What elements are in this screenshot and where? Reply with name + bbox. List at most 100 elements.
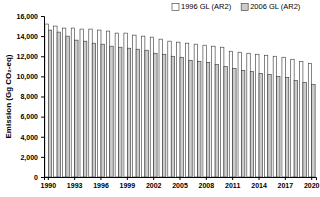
x-tick: 1996 [93, 177, 109, 189]
chart: 02,0004,0006,0008,00010,00012,00014,0001… [0, 0, 320, 197]
bar [171, 56, 174, 177]
y-tick-label: 14,000 [17, 33, 39, 41]
x-tick-mark [180, 177, 181, 180]
plot: 02,0004,0006,0008,00010,00012,00014,0001… [17, 13, 320, 189]
bar [180, 57, 183, 177]
bar [106, 31, 109, 177]
bar [259, 73, 262, 177]
x-axis: 1990 1993 1996 1999 2002 2005 2008 2011 2014 2017… [41, 177, 320, 189]
bars [45, 24, 315, 177]
x-tick: 1990 [41, 177, 57, 189]
bar [268, 74, 271, 177]
x-tick: 1999 [120, 177, 136, 189]
y-tick: 14,000 [17, 33, 44, 41]
bar [308, 63, 311, 177]
bar [194, 44, 197, 177]
bar [198, 61, 201, 177]
bar [127, 48, 130, 177]
y-tick-label: 8,000 [20, 93, 38, 101]
legend-label: 2006 GL (AR2) [250, 2, 301, 11]
x-tick: 2008 [199, 177, 215, 189]
x-tick-label: 1993 [67, 182, 83, 189]
bar [277, 76, 280, 177]
bar [264, 55, 267, 177]
bar [101, 44, 104, 177]
x-tick-label: 2014 [251, 182, 267, 189]
bar [119, 47, 122, 177]
bar [282, 57, 285, 177]
x-tick: 1993 [67, 177, 83, 189]
x-tick-label: 2002 [146, 182, 162, 189]
x-tick-mark [311, 177, 312, 180]
bar [98, 30, 101, 177]
legend-item: 2006 GL (AR2) [241, 2, 301, 11]
x-tick: 2011 [225, 177, 240, 189]
y-tick: 4,000 [20, 133, 44, 141]
bar [159, 39, 162, 177]
bar [215, 64, 218, 177]
y-tick-label: 16,000 [17, 13, 39, 21]
bar [110, 46, 113, 177]
x-tick-mark [259, 177, 260, 180]
x-tick-mark [127, 177, 128, 180]
bar [189, 60, 192, 177]
bar [294, 80, 297, 177]
bar [48, 30, 51, 177]
bar [312, 84, 315, 177]
bar [83, 41, 86, 177]
bar [162, 54, 165, 177]
y-tick-mark [41, 76, 44, 77]
y-tick: 0 [34, 174, 44, 181]
y-tick: 8,000 [20, 93, 44, 101]
series [48, 30, 315, 177]
x-tick-mark [153, 177, 154, 180]
bar [75, 40, 78, 177]
x-tick-label: 1999 [120, 182, 136, 189]
bar [285, 77, 288, 177]
bar [45, 24, 48, 177]
y-tick-mark [41, 157, 44, 158]
bar [80, 29, 83, 177]
bar [66, 36, 69, 177]
y-tick-label: 0 [34, 174, 38, 181]
y-axis-line [41, 17, 45, 178]
x-tick-mark [74, 177, 75, 180]
x-tick: 2002 [146, 177, 162, 189]
x-tick: 2005 [172, 177, 188, 189]
bar [206, 62, 209, 177]
bar [233, 68, 236, 177]
bar [247, 53, 250, 177]
y-tick-mark [41, 16, 44, 17]
x-tick-mark [206, 177, 207, 180]
y-tick-mark [41, 117, 44, 118]
bar [150, 37, 153, 177]
bar [273, 56, 276, 177]
series [45, 24, 312, 177]
y-tick: 10,000 [17, 73, 44, 81]
y-axis: 02,0004,0006,0008,00010,00012,00014,0001… [17, 13, 45, 181]
legend-item: 1996 GL (AR2) [172, 2, 232, 11]
bar [71, 28, 74, 177]
bar [303, 82, 306, 177]
x-tick: 2017 [278, 177, 294, 189]
bar [141, 36, 144, 177]
bar [145, 50, 148, 177]
x-tick-label: 2008 [199, 182, 215, 189]
bar [54, 26, 57, 177]
y-tick: 16,000 [17, 13, 44, 21]
y-tick-label: 10,000 [17, 73, 39, 81]
bar [224, 66, 227, 177]
x-tick-label: 2005 [172, 182, 188, 189]
bar [115, 33, 118, 177]
bar [185, 43, 188, 177]
bar [299, 61, 302, 177]
y-tick-mark [41, 36, 44, 37]
bar [168, 41, 171, 177]
legend-label: 1996 GL (AR2) [181, 2, 232, 11]
y-tick-mark [41, 137, 44, 138]
bar [133, 35, 136, 177]
bar [89, 29, 92, 177]
y-tick-label: 6,000 [20, 113, 38, 121]
y-tick: 12,000 [17, 53, 44, 61]
bar [291, 59, 294, 177]
